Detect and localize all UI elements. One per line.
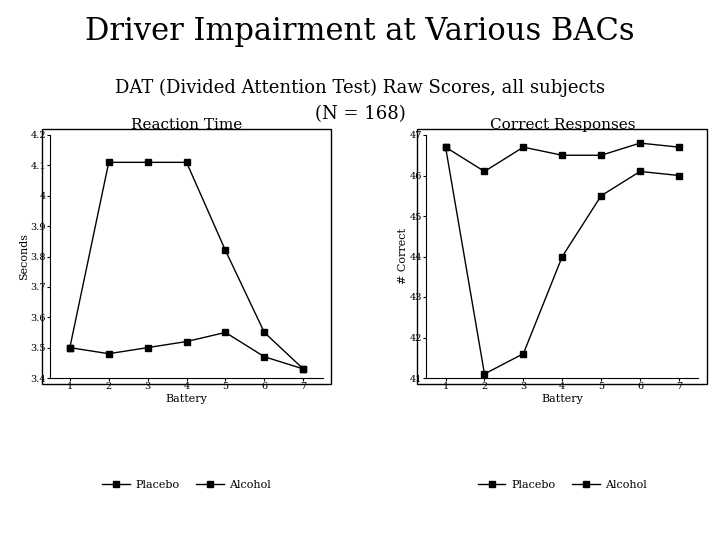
Title: Reaction Time: Reaction Time (131, 118, 242, 132)
Title: Correct Responses: Correct Responses (490, 118, 635, 132)
X-axis label: Battery: Battery (541, 394, 583, 404)
Y-axis label: # Correct: # Correct (398, 228, 408, 285)
Y-axis label: Seconds: Seconds (19, 233, 30, 280)
X-axis label: Battery: Battery (166, 394, 207, 404)
Legend: Placebo, Alcohol: Placebo, Alcohol (473, 476, 652, 495)
Text: Driver Impairment at Various BACs: Driver Impairment at Various BACs (85, 16, 635, 47)
Legend: Placebo, Alcohol: Placebo, Alcohol (97, 476, 276, 495)
Text: (N = 168): (N = 168) (315, 105, 405, 123)
Text: DAT (Divided Attention Test) Raw Scores, all subjects: DAT (Divided Attention Test) Raw Scores,… (115, 78, 605, 97)
